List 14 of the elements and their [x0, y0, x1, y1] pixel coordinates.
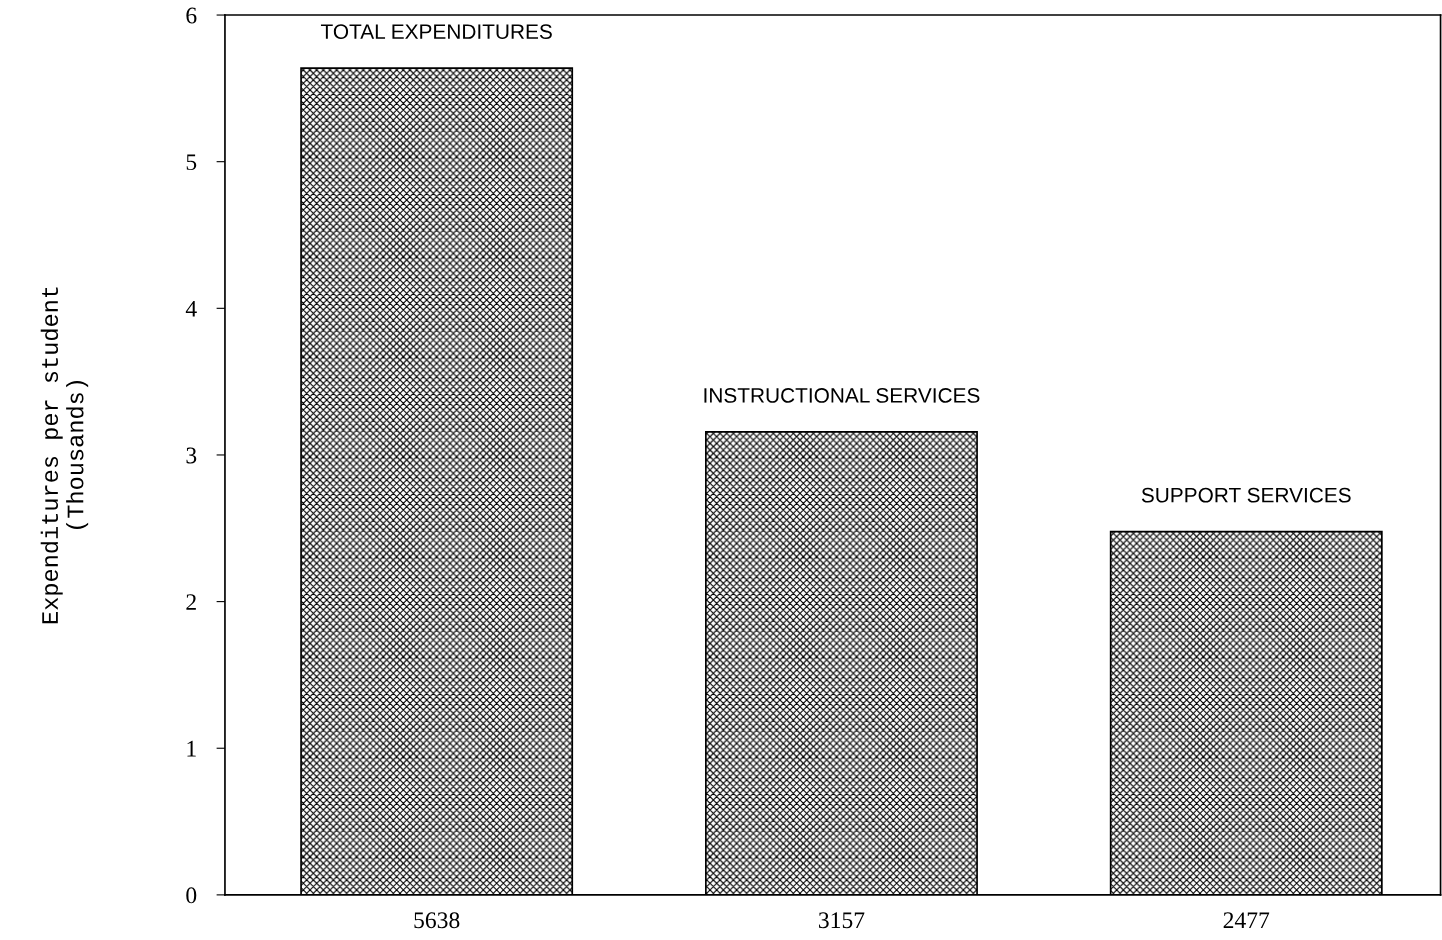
- y-tick-label: 6: [186, 7, 197, 24]
- x-tick-label: 3157: [818, 912, 865, 929]
- annotation: TOTAL EXPENDITURES: [320, 24, 552, 40]
- y-axis-title: Expenditures per student (Thousands): [40, 287, 89, 624]
- y-tick-label: 4: [185, 300, 197, 317]
- x-tick-label: 5638: [414, 912, 460, 929]
- y-tick-label: 3: [186, 447, 197, 464]
- annotation: INSTRUCTIONAL SERVICES: [704, 388, 980, 403]
- y-tick-label: 0: [186, 887, 197, 904]
- x-tick-label: 2477: [1223, 912, 1270, 928]
- annotation: SUPPORT SERVICES: [1141, 487, 1351, 503]
- y-tick-label: 2: [186, 594, 196, 610]
- y-tick-label: 1: [187, 740, 196, 757]
- y-tick-label: 5: [186, 154, 197, 171]
